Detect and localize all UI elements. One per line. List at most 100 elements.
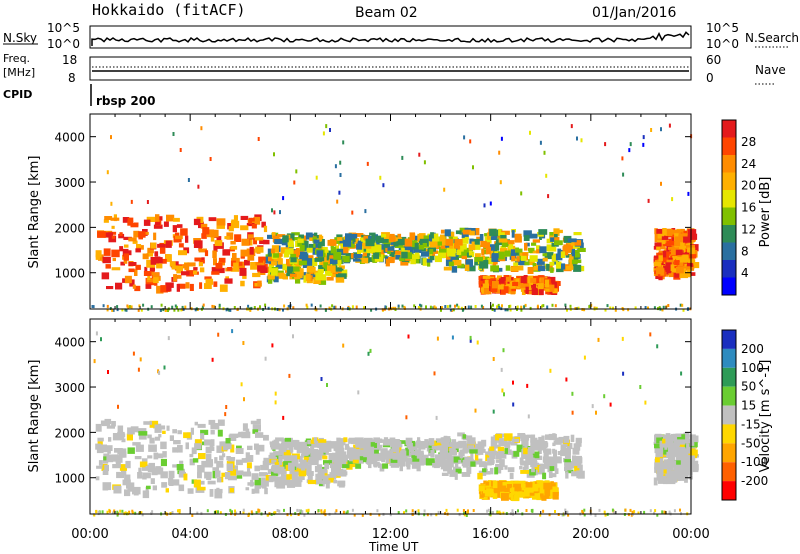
velocity-cell	[353, 448, 357, 454]
power-cell	[329, 255, 334, 261]
power-cell	[111, 267, 121, 271]
power-cell	[267, 274, 275, 280]
velocity-cell	[224, 412, 227, 417]
velocity-cell	[680, 371, 683, 376]
velocity-cell	[333, 469, 341, 476]
power-cell	[524, 303, 527, 307]
power-cell	[160, 285, 168, 293]
velocity-cell	[502, 482, 510, 486]
velocity-cell	[406, 463, 411, 467]
velocity-colorbar-swatch	[722, 405, 736, 425]
power-cell	[320, 260, 324, 267]
power-cell	[394, 243, 404, 248]
velocity-cell	[649, 509, 652, 513]
power-cell	[522, 252, 528, 258]
velocity-cell	[139, 357, 142, 362]
velocity-cell	[276, 443, 286, 450]
power-cell	[495, 287, 500, 294]
power-cell	[678, 246, 686, 250]
power-cell	[530, 278, 537, 283]
power-colorbar-swatch	[722, 120, 736, 138]
velocity-cell	[142, 475, 147, 480]
power-cell	[555, 261, 562, 269]
power-cell	[347, 243, 355, 248]
power-cell	[158, 216, 163, 221]
power-cell	[142, 253, 149, 260]
velocity-cell	[121, 438, 126, 443]
velocity-cell	[148, 444, 157, 452]
velocity-cell	[663, 447, 668, 455]
power-cell	[573, 232, 582, 236]
power-cell	[147, 272, 151, 280]
power-cell	[503, 286, 509, 294]
power-cell	[568, 240, 577, 246]
velocity-cell	[209, 462, 213, 468]
power-cell	[233, 306, 236, 309]
power-cell	[439, 246, 447, 253]
velocity-cell	[310, 458, 319, 466]
velocity-cell	[299, 511, 302, 515]
power-cell	[287, 305, 290, 309]
velocity-cell	[116, 510, 119, 514]
velocity-cell	[495, 433, 502, 441]
power-cell	[546, 238, 554, 244]
power-cell	[307, 258, 313, 266]
power-cell	[501, 304, 503, 308]
velocity-cell	[259, 472, 268, 477]
power-cell	[666, 244, 670, 252]
power-cell	[338, 265, 345, 269]
power-cell	[318, 239, 325, 247]
velocity-cell	[185, 442, 189, 450]
power-cell	[653, 261, 662, 267]
velocity-cell	[309, 440, 316, 447]
velocity-cell	[178, 511, 181, 515]
power-cell	[474, 244, 481, 250]
velocity-cell	[104, 464, 109, 472]
velocity-cell	[415, 510, 418, 514]
power-cell	[549, 261, 555, 266]
power-cell	[546, 305, 549, 309]
power-cell	[683, 258, 688, 263]
power-cell	[678, 233, 688, 237]
power-cell	[142, 303, 145, 307]
power-cell	[533, 287, 543, 296]
power-cell	[275, 272, 285, 279]
velocity-cell	[551, 463, 558, 472]
power-cell	[317, 269, 324, 273]
velocity-cell	[629, 508, 632, 512]
velocity-cell	[539, 486, 545, 494]
power-cell	[539, 246, 547, 254]
velocity-cell	[501, 388, 504, 393]
velocity-cell	[278, 455, 283, 462]
velocity-cell	[171, 479, 180, 486]
velocity-cell	[200, 511, 203, 515]
velocity-cell	[329, 463, 337, 469]
velocity-cell	[307, 508, 310, 512]
velocity-cell	[571, 471, 580, 477]
freq-panel	[89, 56, 692, 81]
velocity-cell	[326, 480, 331, 484]
velocity-cell	[463, 513, 466, 517]
velocity-cell	[370, 442, 377, 449]
velocity-cell	[549, 368, 552, 373]
power-cell	[463, 135, 466, 140]
power-cell	[317, 241, 322, 249]
power-cell	[481, 248, 485, 256]
power-cell	[663, 265, 671, 274]
power-cell	[175, 274, 182, 279]
velocity-cell	[234, 509, 236, 513]
power-cell	[303, 275, 307, 283]
power-cell	[277, 258, 283, 265]
velocity-cell	[231, 329, 234, 334]
power-cell	[253, 237, 257, 245]
power-cell	[342, 140, 345, 145]
velocity-cell	[447, 469, 453, 474]
velocity-cell	[286, 474, 292, 480]
power-cell	[656, 240, 666, 245]
velocity-cell	[674, 469, 680, 477]
velocity-cell	[131, 509, 134, 513]
velocity-cell	[154, 436, 161, 441]
velocity-cell	[206, 474, 212, 480]
velocity-cell	[566, 510, 569, 514]
power-cell	[366, 246, 375, 254]
